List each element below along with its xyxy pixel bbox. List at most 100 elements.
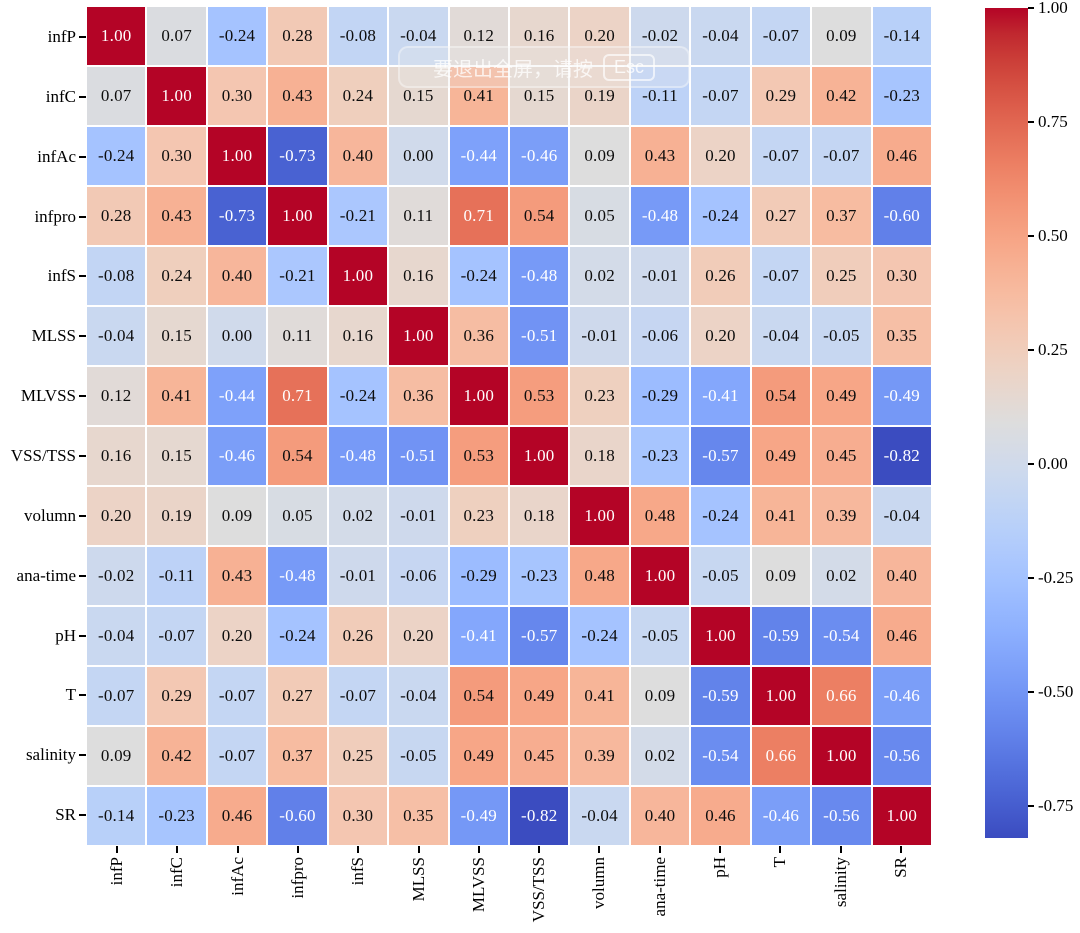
- heatmap-cell: -0.24: [328, 367, 388, 425]
- heatmap-cell: -0.14: [872, 7, 931, 65]
- heatmap-cell: -0.54: [691, 727, 750, 785]
- heatmap-cell: -0.46: [207, 427, 267, 485]
- colorbar-tick-label: 0.25: [1038, 340, 1068, 360]
- heatmap-cell: 0.54: [751, 367, 811, 425]
- heatmap-cell: 1.00: [449, 367, 508, 425]
- heatmap-cell: -0.56: [872, 727, 931, 785]
- heatmap-cell: 0.40: [872, 547, 931, 605]
- heatmap-cell: 1.00: [630, 547, 690, 605]
- heatmap-cell: 0.02: [630, 727, 690, 785]
- y-tick-label: ana-time: [16, 565, 76, 585]
- x-tick-label: infAc: [227, 857, 247, 896]
- heatmap-cell: 0.20: [691, 127, 750, 185]
- x-tick-mark: [598, 846, 601, 853]
- heatmap-cell: 0.29: [147, 667, 206, 725]
- colorbar-tick-label: 0.00: [1038, 454, 1068, 474]
- x-tick-mark: [176, 846, 179, 853]
- heatmap-cell: -0.04: [389, 667, 448, 725]
- y-tick-label: infS: [47, 266, 76, 286]
- heatmap-cell: 0.39: [812, 487, 871, 545]
- heatmap-cell: -0.02: [87, 547, 146, 605]
- heatmap-cell: 0.54: [268, 427, 327, 485]
- heatmap-cell: 0.30: [872, 247, 931, 305]
- heatmap-cell: 0.05: [570, 187, 629, 245]
- heatmap-cell: 0.49: [509, 667, 569, 725]
- heatmap-cell: 0.42: [147, 727, 206, 785]
- heatmap-cell: -0.54: [812, 607, 871, 665]
- x-tick-mark: [779, 846, 782, 853]
- heatmap-cell: 0.00: [389, 127, 448, 185]
- heatmap-cell: -0.24: [207, 7, 267, 65]
- heatmap-cell: -0.41: [449, 607, 508, 665]
- y-tick-label: salinity: [25, 745, 76, 765]
- y-tick-mark: [79, 275, 86, 278]
- heatmap-cell: 0.27: [268, 667, 327, 725]
- heatmap-cell: -0.82: [509, 787, 569, 845]
- heatmap-cell: -0.57: [509, 607, 569, 665]
- heatmap-cell: 0.09: [630, 667, 690, 725]
- heatmap-cell: 0.07: [147, 7, 206, 65]
- heatmap-cell: -0.07: [691, 67, 750, 125]
- colorbar-tick-label: 0.75: [1038, 112, 1068, 131]
- y-tick-mark: [79, 574, 86, 577]
- heatmap-cell: 1.00: [207, 127, 267, 185]
- x-tick-label: SR: [890, 857, 910, 878]
- heatmap-cell: 0.46: [872, 127, 931, 185]
- heatmap-cell: 0.09: [570, 127, 629, 185]
- heatmap-cell: 0.66: [751, 727, 811, 785]
- fullscreen-exit-message: 要退出全屏，请按: [432, 58, 593, 81]
- x-tick-label: salinity: [830, 857, 850, 908]
- heatmap-cell: -0.59: [751, 607, 811, 665]
- heatmap-cell: 0.25: [812, 247, 871, 305]
- heatmap-cell: 1.00: [812, 727, 871, 785]
- heatmap-cell: 0.45: [509, 727, 569, 785]
- heatmap-cell: -0.44: [207, 367, 267, 425]
- fullscreen-exit-toast: 要退出全屏，请按 Esc: [398, 46, 690, 88]
- heatmap-cell: 0.48: [570, 547, 629, 605]
- heatmap-cell: 0.37: [812, 187, 871, 245]
- heatmap-cell: -0.06: [389, 547, 448, 605]
- heatmap-cell: -0.23: [509, 547, 569, 605]
- heatmap-cell: 0.18: [509, 487, 569, 545]
- heatmap-cell: 0.18: [570, 427, 629, 485]
- heatmap-cell: 0.02: [328, 487, 388, 545]
- colorbar-tick-mark: [1028, 577, 1034, 580]
- x-tick-mark: [839, 846, 842, 853]
- heatmap-cell: 0.54: [449, 667, 508, 725]
- heatmap-cell: 0.36: [389, 367, 448, 425]
- heatmap-cell: 0.24: [147, 247, 206, 305]
- heatmap-cell: 0.12: [449, 7, 508, 65]
- colorbar-tick-label: 1.00: [1038, 0, 1068, 17]
- y-tick-mark: [79, 454, 86, 457]
- heatmap-cell: 1.00: [268, 187, 327, 245]
- heatmap-cell: -0.46: [872, 667, 931, 725]
- heatmap-cell: 0.37: [268, 727, 327, 785]
- heatmap-cell: 0.30: [207, 67, 267, 125]
- heatmap-cell: 0.25: [328, 727, 388, 785]
- heatmap-cell: 0.53: [449, 427, 508, 485]
- y-tick-label: MLSS: [31, 326, 76, 346]
- y-tick-mark: [79, 95, 86, 98]
- heatmap-cell: -0.21: [268, 247, 327, 305]
- y-tick-label: MLVSS: [20, 386, 76, 406]
- heatmap-cell: -0.24: [691, 187, 750, 245]
- heatmap-cell: 0.26: [328, 607, 388, 665]
- heatmap-cell: -0.07: [751, 127, 811, 185]
- heatmap-cell: -0.04: [751, 307, 811, 365]
- heatmap-cell: 0.71: [268, 367, 327, 425]
- x-tick-label: infC: [167, 857, 187, 888]
- heatmap-cell: 0.20: [207, 607, 267, 665]
- heatmap-cell: -0.07: [328, 667, 388, 725]
- colorbar-tick-mark: [1028, 805, 1034, 808]
- heatmap-cell: -0.24: [570, 607, 629, 665]
- heatmap-cell: 0.16: [87, 427, 146, 485]
- y-tick-label: infP: [47, 26, 76, 46]
- heatmap-cell: 0.11: [268, 307, 327, 365]
- heatmap-cell: 0.46: [207, 787, 267, 845]
- y-tick-mark: [79, 335, 86, 338]
- heatmap-cell: -0.73: [207, 187, 267, 245]
- y-tick-mark: [79, 155, 86, 158]
- heatmap-cell: -0.04: [87, 307, 146, 365]
- x-tick-label: ana-time: [649, 857, 669, 917]
- heatmap-cell: 0.20: [691, 307, 750, 365]
